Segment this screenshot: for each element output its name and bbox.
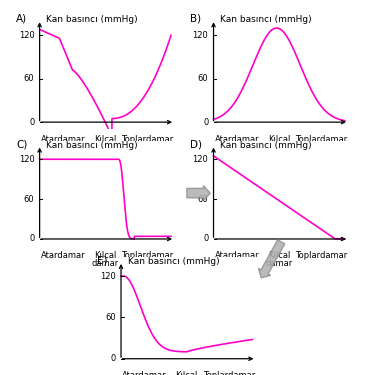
Text: damar: damar xyxy=(92,259,119,268)
Text: Kan basıncı (mmHg): Kan basıncı (mmHg) xyxy=(220,141,312,150)
Text: A): A) xyxy=(16,13,27,24)
Text: 120: 120 xyxy=(192,31,208,40)
Text: damar: damar xyxy=(92,144,119,153)
Text: Kan basıncı (mmHg): Kan basıncı (mmHg) xyxy=(46,15,138,24)
Text: Kan basıncı (mmHg): Kan basıncı (mmHg) xyxy=(220,15,312,24)
Text: 120: 120 xyxy=(18,155,34,164)
Text: B): B) xyxy=(190,13,201,24)
Text: Toplardamar: Toplardamar xyxy=(121,251,174,260)
Text: Atardamar: Atardamar xyxy=(41,135,85,144)
Text: 120: 120 xyxy=(100,272,116,280)
Text: Toplardamar: Toplardamar xyxy=(121,135,174,144)
Text: 0: 0 xyxy=(203,234,208,243)
Text: Atardamar: Atardamar xyxy=(215,135,259,144)
Text: 60: 60 xyxy=(24,195,34,204)
Text: D): D) xyxy=(190,139,202,149)
Text: Atardamar: Atardamar xyxy=(41,251,85,260)
Text: 0: 0 xyxy=(111,354,116,363)
Text: Kan basıncı (mmHg): Kan basıncı (mmHg) xyxy=(46,141,138,150)
Text: Toplardamar: Toplardamar xyxy=(203,371,255,375)
Text: Toplardamar: Toplardamar xyxy=(295,251,347,260)
Text: Kan basıncı (mmHg): Kan basıncı (mmHg) xyxy=(128,257,219,266)
Text: Kılcal: Kılcal xyxy=(94,135,117,144)
Text: 60: 60 xyxy=(198,74,208,83)
Text: 0: 0 xyxy=(29,234,34,243)
Text: Kılcal: Kılcal xyxy=(268,251,290,260)
Text: 0: 0 xyxy=(29,118,34,127)
Text: 60: 60 xyxy=(105,313,116,322)
Text: Kılcal: Kılcal xyxy=(268,135,290,144)
Text: C): C) xyxy=(16,139,27,149)
Text: Atardamar: Atardamar xyxy=(215,251,259,260)
Text: 60: 60 xyxy=(198,195,208,204)
Text: 120: 120 xyxy=(18,31,34,40)
Text: damar: damar xyxy=(266,259,293,268)
Text: Atardamar: Atardamar xyxy=(122,371,167,375)
Text: Kılcal: Kılcal xyxy=(175,371,198,375)
Text: 60: 60 xyxy=(24,74,34,83)
Text: Toplardamar: Toplardamar xyxy=(295,135,347,144)
Text: damar: damar xyxy=(266,144,293,153)
Text: 0: 0 xyxy=(203,118,208,127)
Text: 120: 120 xyxy=(192,155,208,164)
Text: Kılcal: Kılcal xyxy=(94,251,117,260)
Text: E): E) xyxy=(97,255,108,266)
